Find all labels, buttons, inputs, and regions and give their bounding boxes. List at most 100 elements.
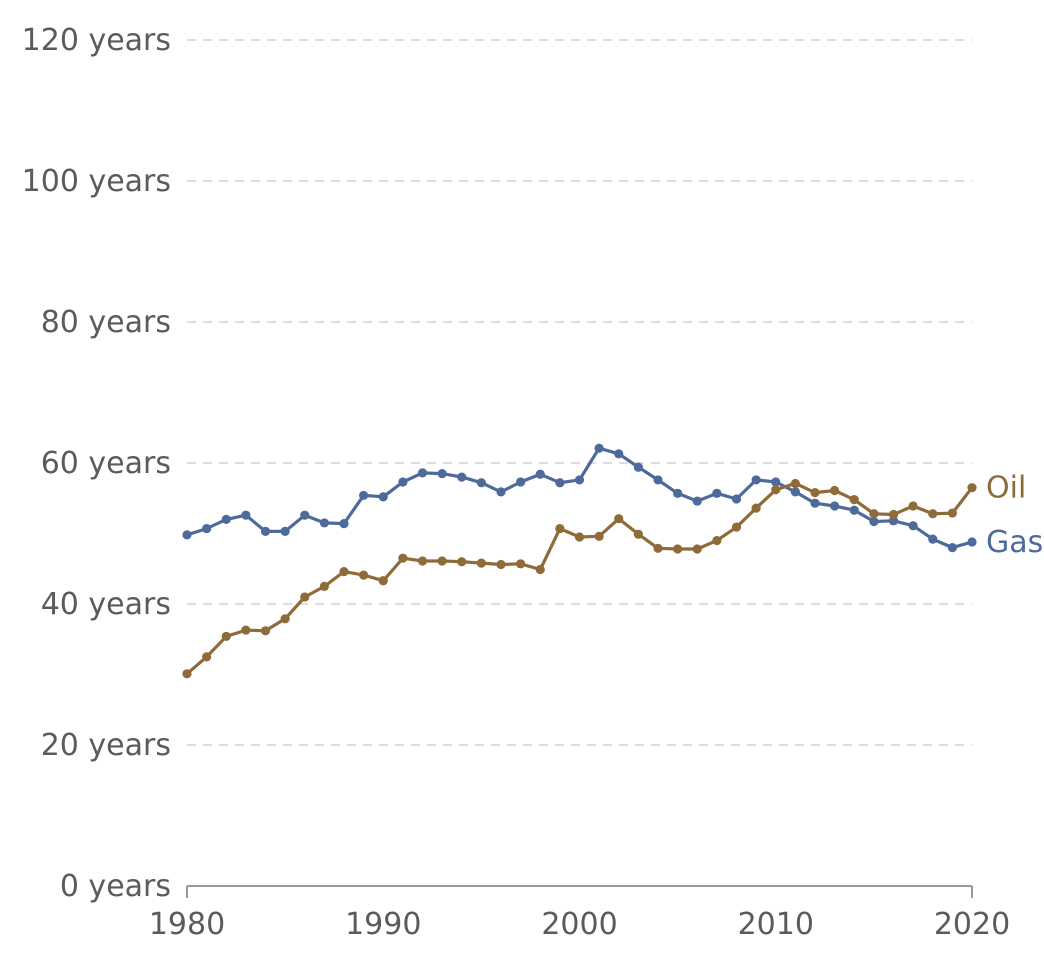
data-point-gas <box>967 537 977 547</box>
data-point-oil <box>476 558 486 568</box>
data-point-oil <box>771 485 781 495</box>
data-point-gas <box>241 510 251 520</box>
data-point-oil <box>633 529 643 539</box>
data-point-oil <box>810 488 820 498</box>
x-tick-label: 2000 <box>541 907 617 942</box>
y-tick-label: 0 years <box>60 869 171 904</box>
data-point-oil <box>260 626 271 636</box>
data-point-oil <box>928 509 938 519</box>
data-point-gas <box>869 516 879 527</box>
data-point-gas <box>300 510 310 520</box>
data-point-oil <box>319 581 329 591</box>
y-tick-label: 60 years <box>41 446 171 481</box>
data-point-gas <box>771 477 781 487</box>
data-point-oil <box>790 478 800 489</box>
data-point-gas <box>457 472 467 482</box>
data-point-gas <box>260 526 271 536</box>
data-point-gas <box>398 477 408 487</box>
data-point-gas <box>359 490 369 501</box>
data-point-gas <box>614 449 624 459</box>
y-tick-label: 120 years <box>22 23 171 58</box>
data-point-gas <box>928 534 938 544</box>
data-point-oil <box>692 544 702 554</box>
data-point-gas <box>653 475 663 485</box>
data-point-oil <box>830 485 840 496</box>
y-tick-label: 100 years <box>22 164 171 199</box>
data-point-oil <box>731 522 742 532</box>
data-point-gas <box>574 475 585 485</box>
data-point-gas <box>319 518 329 528</box>
data-point-gas <box>378 492 388 502</box>
data-point-oil <box>967 483 977 493</box>
data-point-oil <box>280 614 290 624</box>
data-point-oil <box>751 503 761 513</box>
data-point-gas <box>751 475 761 485</box>
data-point-gas <box>712 488 722 498</box>
data-point-oil <box>947 508 957 518</box>
series-gas <box>182 443 977 553</box>
data-point-oil <box>398 553 408 563</box>
series-oil <box>182 478 977 679</box>
y-tick-label: 80 years <box>41 305 171 340</box>
series-label-oil: Oil <box>986 471 1026 506</box>
data-point-gas <box>555 478 565 488</box>
data-point-oil <box>339 566 349 577</box>
data-point-gas <box>535 469 545 479</box>
data-point-gas <box>339 519 349 529</box>
data-point-oil <box>221 631 231 642</box>
data-point-oil <box>437 556 447 566</box>
data-point-gas <box>790 487 800 497</box>
data-point-oil <box>614 514 624 524</box>
data-point-oil <box>300 592 310 602</box>
series-label-gas: Gas <box>986 525 1043 560</box>
series-labels: Gas Oil <box>986 471 1043 560</box>
data-point-gas <box>417 468 428 478</box>
data-point-oil <box>241 625 251 635</box>
data-point-gas <box>830 501 840 511</box>
data-point-gas <box>496 487 506 497</box>
data-point-gas <box>182 530 192 540</box>
data-point-gas <box>516 477 526 487</box>
data-point-gas <box>633 462 643 472</box>
data-point-oil <box>457 557 467 567</box>
data-point-oil <box>496 559 506 570</box>
data-point-gas <box>731 494 742 504</box>
data-point-oil <box>908 501 918 511</box>
data-point-oil <box>888 509 899 520</box>
data-point-gas <box>437 468 447 479</box>
data-point-gas <box>849 505 859 515</box>
grid-lines <box>187 39 972 746</box>
data-point-oil <box>535 564 545 575</box>
data-point-gas <box>908 521 918 531</box>
data-point-gas <box>476 478 486 488</box>
data-point-gas <box>594 443 604 453</box>
series-layer <box>182 443 977 679</box>
data-point-gas <box>692 496 702 506</box>
y-tick-label: 20 years <box>41 728 171 763</box>
data-point-oil <box>574 532 585 542</box>
x-tick-label: 1980 <box>149 907 225 942</box>
data-point-gas <box>280 526 290 536</box>
axes: 0 years 20 years 40 years 60 years 80 years 1… <box>22 23 1011 942</box>
data-point-oil <box>182 669 192 679</box>
y-tick-label: 40 years <box>41 587 171 622</box>
x-tick-label: 1990 <box>345 907 421 942</box>
data-point-oil <box>378 576 388 586</box>
data-point-gas <box>947 543 957 553</box>
data-point-oil <box>516 559 526 569</box>
data-point-oil <box>359 570 369 580</box>
data-point-gas <box>221 514 231 525</box>
data-point-gas <box>673 488 683 498</box>
data-point-oil <box>202 652 212 662</box>
data-point-oil <box>673 544 683 554</box>
x-tick-label: 2010 <box>738 907 814 942</box>
data-point-oil <box>849 495 859 505</box>
data-point-gas <box>888 516 899 526</box>
data-point-oil <box>594 531 604 541</box>
x-tick-label: 2020 <box>934 907 1010 942</box>
data-point-oil <box>555 523 565 534</box>
data-point-oil <box>712 535 722 546</box>
data-point-gas <box>202 523 212 534</box>
data-point-oil <box>653 543 663 553</box>
